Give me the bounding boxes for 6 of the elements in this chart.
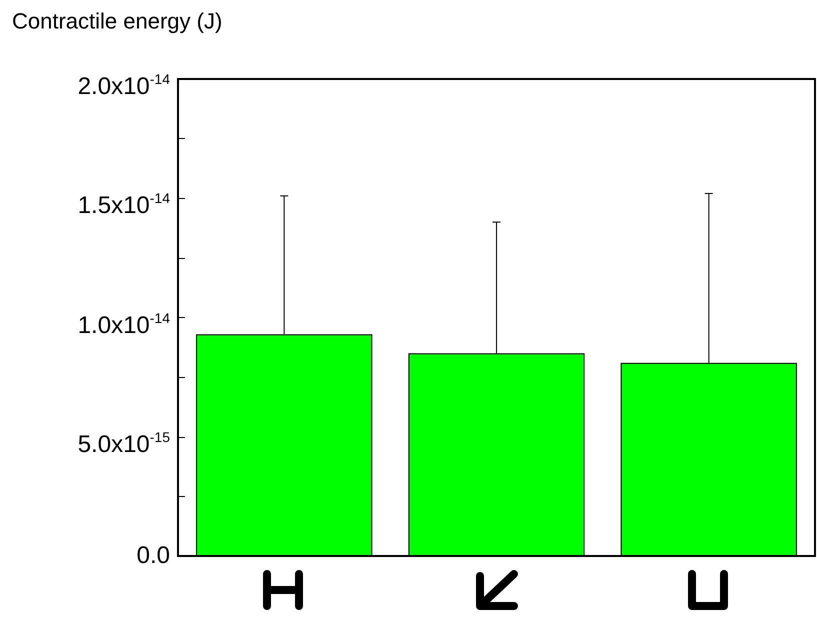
y-tick-label: 0.0 (136, 542, 170, 570)
y-tick-label: 2.0x10$^{-14}$ (78, 70, 170, 101)
y-tick-label: 1.0x10$^{-14}$ (78, 308, 170, 340)
y-tick-label: 5.0x10$^{-15}$ (78, 428, 170, 459)
y-tick-label: 1.5x10$^{-14}$ (78, 189, 170, 220)
y-axis-title: Contractile energy (J) (12, 8, 222, 34)
